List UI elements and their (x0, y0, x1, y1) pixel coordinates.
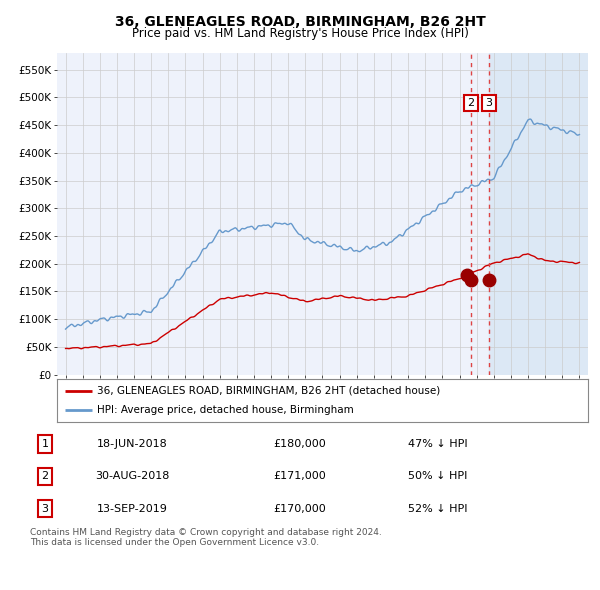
Text: 2: 2 (41, 471, 49, 481)
Text: £171,000: £171,000 (274, 471, 326, 481)
Text: £180,000: £180,000 (274, 439, 326, 449)
Text: 47% ↓ HPI: 47% ↓ HPI (408, 439, 468, 449)
Text: £170,000: £170,000 (274, 504, 326, 514)
Text: 18-JUN-2018: 18-JUN-2018 (97, 439, 167, 449)
Text: 30-AUG-2018: 30-AUG-2018 (95, 471, 169, 481)
Text: 50% ↓ HPI: 50% ↓ HPI (409, 471, 467, 481)
Text: 13-SEP-2019: 13-SEP-2019 (97, 504, 167, 514)
Text: 52% ↓ HPI: 52% ↓ HPI (408, 504, 468, 514)
Text: 36, GLENEAGLES ROAD, BIRMINGHAM, B26 2HT (detached house): 36, GLENEAGLES ROAD, BIRMINGHAM, B26 2HT… (97, 386, 440, 396)
Text: HPI: Average price, detached house, Birmingham: HPI: Average price, detached house, Birm… (97, 405, 353, 415)
Text: Price paid vs. HM Land Registry's House Price Index (HPI): Price paid vs. HM Land Registry's House … (131, 27, 469, 40)
Text: 3: 3 (485, 98, 493, 108)
Text: 2: 2 (467, 98, 475, 108)
Text: Contains HM Land Registry data © Crown copyright and database right 2024.
This d: Contains HM Land Registry data © Crown c… (30, 528, 382, 548)
Text: 1: 1 (41, 439, 49, 449)
Text: 36, GLENEAGLES ROAD, BIRMINGHAM, B26 2HT: 36, GLENEAGLES ROAD, BIRMINGHAM, B26 2HT (115, 15, 485, 29)
Text: 3: 3 (41, 504, 49, 514)
Bar (489, 53, 588, 375)
